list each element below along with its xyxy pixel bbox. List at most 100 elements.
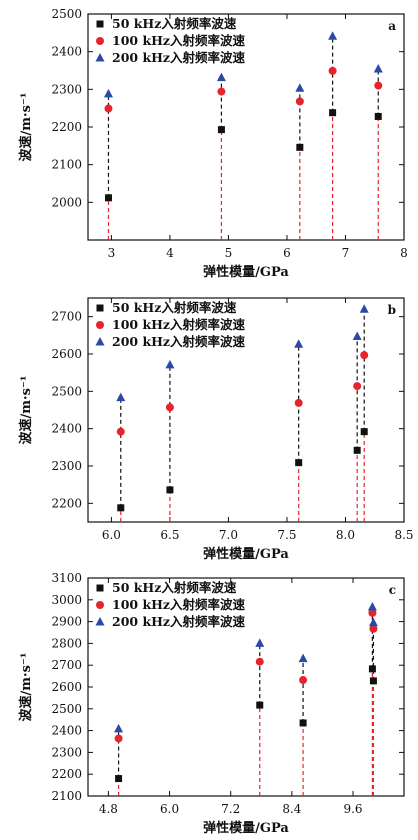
y-tick-label: 2700 bbox=[51, 310, 82, 324]
data-point-square bbox=[299, 719, 307, 727]
data-point-circle bbox=[353, 382, 362, 391]
data-point-square bbox=[296, 143, 304, 151]
chart-panel-c: 4.8 6.0 7.2 8.4 9.6 2100 2200 2300 2400 2500 2600 2… bbox=[18, 571, 405, 836]
legend-marker-square bbox=[96, 20, 104, 28]
x-tick-label: 7 bbox=[342, 246, 350, 260]
y-tick-label: 2200 bbox=[51, 767, 82, 781]
x-axis-label: 弹性模量/GPa bbox=[203, 820, 289, 836]
y-tick-label: 2500 bbox=[51, 702, 82, 716]
x-tick-label: 6.0 bbox=[102, 528, 121, 542]
data-point-circle bbox=[368, 608, 377, 617]
legend-marker-circle bbox=[96, 321, 104, 329]
legend-entry: 50 kHz入射频率波速 bbox=[112, 16, 237, 31]
panel-label: c bbox=[389, 583, 396, 597]
data-point-circle bbox=[360, 351, 369, 360]
data-point-square bbox=[353, 446, 361, 454]
x-tick-label: 7.5 bbox=[277, 528, 296, 542]
data-point-triangle bbox=[367, 601, 377, 611]
data-point-circle bbox=[114, 734, 123, 743]
legend-entry: 200 kHz入射频率波速 bbox=[112, 614, 246, 629]
data-point-square bbox=[104, 194, 112, 202]
data-point-triangle bbox=[352, 331, 362, 340]
y-axis-label: 波速/m·s⁻¹ bbox=[18, 653, 34, 722]
legend-entry: 100 kHz入射频率波速 bbox=[112, 33, 246, 48]
data-point-circle bbox=[328, 66, 337, 75]
data-point-circle bbox=[294, 398, 303, 407]
data-point-triangle bbox=[295, 83, 305, 92]
y-tick-label: 2400 bbox=[51, 45, 82, 59]
data-point-square bbox=[295, 459, 303, 467]
x-tick-label: 9.6 bbox=[343, 802, 362, 816]
legend-entry: 100 kHz入射频率波速 bbox=[112, 317, 246, 332]
x-tick-label: 8.4 bbox=[282, 802, 301, 816]
panel-label: a bbox=[388, 19, 396, 33]
x-tick-label: 3 bbox=[108, 246, 116, 260]
legend-marker-circle bbox=[96, 601, 104, 609]
legend-entry: 200 kHz入射频率波速 bbox=[112, 334, 246, 349]
legend-entry: 50 kHz入射频率波速 bbox=[112, 580, 237, 595]
y-tick-label: 2400 bbox=[51, 724, 82, 738]
data-point-triangle bbox=[114, 723, 124, 733]
data-point-triangle bbox=[103, 88, 113, 98]
y-tick-label: 2300 bbox=[51, 82, 82, 96]
x-tick-label: 8.5 bbox=[394, 528, 413, 542]
data-point-square bbox=[368, 665, 376, 673]
data-point-square bbox=[115, 775, 123, 783]
data-point-circle bbox=[116, 427, 125, 436]
y-axis-label: 波速/m·s⁻¹ bbox=[18, 376, 34, 445]
legend-entry: 100 kHz入射频率波速 bbox=[112, 597, 246, 612]
y-tick-label: 2900 bbox=[51, 615, 82, 629]
y-tick-label: 2400 bbox=[51, 422, 82, 436]
chart-panel-b: 6.0 6.5 7.0 7.5 8.0 8.5 2200 2300 2400 2500 2600 27… bbox=[18, 297, 414, 562]
y-tick-label: 2300 bbox=[51, 745, 82, 759]
data-point-circle bbox=[295, 97, 304, 106]
x-tick-label: 6.5 bbox=[160, 528, 179, 542]
data-point-triangle bbox=[165, 359, 175, 369]
legend-marker-square bbox=[96, 584, 104, 592]
y-tick-label: 3000 bbox=[51, 593, 82, 607]
data-point-triangle bbox=[216, 72, 226, 82]
legend-entry: 200 kHz入射频率波速 bbox=[112, 50, 246, 65]
data-point-triangle bbox=[328, 31, 338, 40]
data-point-circle bbox=[255, 657, 264, 666]
data-point-square bbox=[374, 112, 382, 120]
legend-marker-square bbox=[96, 304, 104, 312]
plot-frame bbox=[87, 297, 405, 523]
x-tick-label: 4 bbox=[166, 246, 174, 260]
y-tick-label: 2500 bbox=[51, 7, 82, 21]
x-axis-label: 弹性模量/GPa bbox=[203, 546, 289, 562]
data-point-circle bbox=[165, 403, 174, 412]
y-tick-label: 2700 bbox=[51, 658, 82, 672]
data-point-triangle bbox=[298, 653, 308, 663]
legend-entry: 50 kHz入射频率波速 bbox=[112, 300, 237, 315]
y-tick-label: 2000 bbox=[51, 195, 82, 209]
y-tick-label: 2600 bbox=[51, 680, 82, 694]
y-tick-label: 2800 bbox=[51, 636, 82, 650]
data-point-triangle bbox=[255, 638, 265, 647]
data-point-circle bbox=[104, 104, 113, 113]
y-tick-label: 2600 bbox=[51, 347, 82, 361]
data-point-circle bbox=[299, 676, 308, 685]
x-tick-label: 4.8 bbox=[99, 802, 118, 816]
x-axis-label: 弹性模量/GPa bbox=[203, 264, 289, 280]
data-point-square bbox=[217, 126, 225, 134]
y-tick-label: 2200 bbox=[51, 496, 82, 510]
legend-marker-circle bbox=[96, 37, 104, 45]
x-tick-label: 6 bbox=[283, 246, 291, 260]
data-point-square bbox=[329, 109, 337, 117]
legend-marker-triangle bbox=[95, 53, 105, 62]
y-tick-label: 2300 bbox=[51, 459, 82, 473]
x-tick-label: 6.0 bbox=[160, 802, 179, 816]
data-point-circle bbox=[374, 81, 383, 90]
y-tick-label: 2100 bbox=[51, 789, 82, 803]
data-point-triangle bbox=[116, 392, 126, 402]
y-tick-label: 2500 bbox=[51, 384, 82, 398]
data-point-square bbox=[360, 428, 368, 436]
x-tick-label: 7.0 bbox=[219, 528, 238, 542]
legend-marker-triangle bbox=[95, 617, 105, 626]
data-point-square bbox=[369, 677, 377, 685]
data-point-circle bbox=[217, 87, 226, 96]
data-point-triangle bbox=[373, 63, 383, 73]
